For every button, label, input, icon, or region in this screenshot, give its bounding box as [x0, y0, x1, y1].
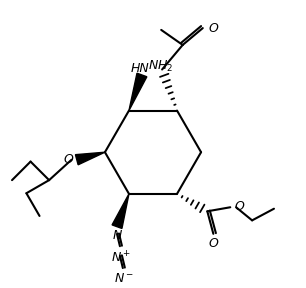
Text: NH$_2$: NH$_2$ — [148, 58, 173, 73]
Text: O: O — [209, 237, 219, 250]
Text: HN: HN — [130, 62, 149, 75]
Polygon shape — [75, 152, 105, 165]
Text: N$^-$: N$^-$ — [114, 272, 133, 285]
Text: O: O — [208, 22, 218, 35]
Text: O: O — [234, 200, 244, 213]
Polygon shape — [129, 73, 147, 111]
Text: N: N — [113, 229, 122, 242]
Polygon shape — [112, 194, 129, 228]
Text: O: O — [63, 153, 73, 166]
Text: N$^+$: N$^+$ — [111, 250, 130, 265]
